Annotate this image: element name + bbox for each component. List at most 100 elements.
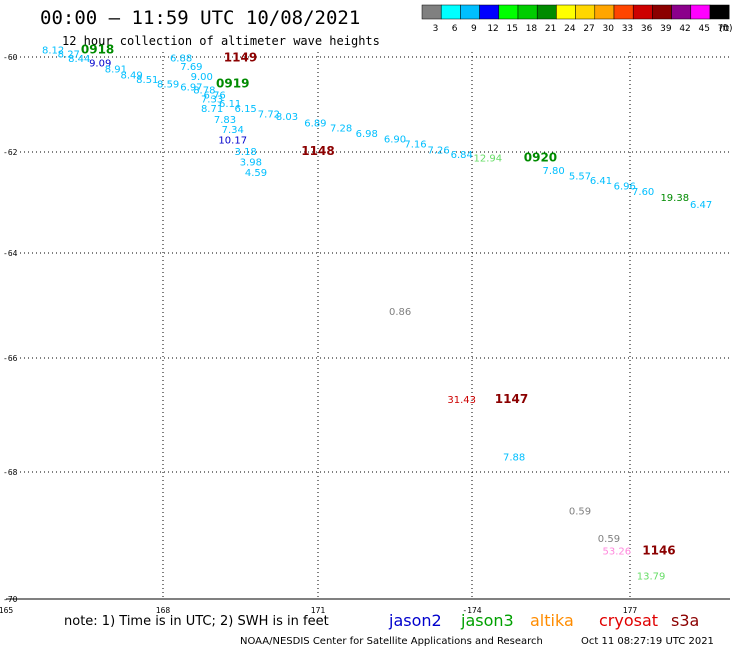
colorbar-label: 9 xyxy=(471,24,477,34)
colorbar-swatch xyxy=(575,4,596,20)
swh-value: 0.59 xyxy=(598,534,620,545)
swh-value: 8.03 xyxy=(276,112,298,123)
swh-value: 7.72 xyxy=(258,109,280,120)
pass-time-label: 0919 xyxy=(216,76,249,90)
data-points: 8.128.278.449.098.918.498.518.59 6.887.69… xyxy=(42,46,712,583)
colorbar-label: 42 xyxy=(679,24,690,34)
swh-value: 6.41 xyxy=(590,176,612,187)
colorbar-label: 15 xyxy=(507,24,518,34)
colorbar-swatch xyxy=(421,4,442,20)
colorbar-swatch xyxy=(690,4,711,20)
chart-title: 00:00 – 11:59 UTC 10/08/2021 xyxy=(40,7,360,29)
swh-value: 7.28 xyxy=(330,124,352,135)
swh-value: 10.17 xyxy=(218,135,247,146)
swh-value: 0.86 xyxy=(389,307,411,318)
colorbar-label: 21 xyxy=(545,24,556,34)
x-tick-label: 177 xyxy=(623,606,638,615)
x-tick-label: 165 xyxy=(0,606,13,615)
footer-note: note: 1) Time is in UTC; 2) SWH is in fe… xyxy=(64,614,329,629)
x-tick-labels: 165 168 171 -174 177 xyxy=(0,606,637,615)
y-tick-labels: -60 -62 -64 -66 -68 -70 xyxy=(3,53,18,604)
swh-value: 7.26 xyxy=(428,146,450,157)
swh-value: 19.38 xyxy=(660,193,689,204)
colorbar-label: 6 xyxy=(452,24,458,34)
swh-value: 7.33 xyxy=(201,95,223,106)
colorbar-swatch xyxy=(479,4,500,20)
colorbar-label: 33 xyxy=(622,24,633,34)
chart-subtitle: 12 hour collection of altimeter wave hei… xyxy=(62,34,380,48)
swh-value: 8.91 xyxy=(105,65,127,76)
swh-value: 3.18 xyxy=(235,147,257,158)
colorbar-swatch xyxy=(498,4,519,20)
swh-value: 6.96 xyxy=(614,181,636,192)
swh-value: 7.83 xyxy=(214,115,236,126)
colorbar-swatch xyxy=(632,4,653,20)
colorbar-label: 24 xyxy=(564,24,576,34)
swh-value: 8.78 xyxy=(193,86,215,97)
colorbar-label: 3 xyxy=(433,24,439,34)
colorbar-label: 12 xyxy=(487,24,498,34)
swh-value: 8.12 xyxy=(42,46,64,57)
colorbar-swatch xyxy=(536,4,557,20)
legend-jason3: jason3 xyxy=(460,611,514,630)
swh-value: 6.15 xyxy=(235,104,257,115)
swh-value: 8.44 xyxy=(68,54,90,65)
swh-value: 6.76 xyxy=(204,90,226,101)
y-tick-label: -68 xyxy=(3,468,18,477)
swh-value: 7.80 xyxy=(543,166,565,177)
y-tick-label: -66 xyxy=(3,354,18,363)
time-labels: 0918 1149 0919 1148 0920 1147 1146 xyxy=(81,43,676,558)
colorbar-label: 18 xyxy=(526,24,538,34)
swh-value: 5.57 xyxy=(569,171,591,182)
colorbar-label: 45 xyxy=(699,24,710,34)
y-tick-label: -60 xyxy=(3,53,18,62)
pass-time-label: 0918 xyxy=(81,43,114,57)
swh-value: 6.98 xyxy=(356,129,378,140)
y-tick-label: -70 xyxy=(3,595,18,604)
swh-value: 8.59 xyxy=(157,79,179,90)
colorbar-swatch xyxy=(594,4,615,20)
legend-cryosat: cryosat xyxy=(599,611,658,630)
colorbar-swatch xyxy=(517,4,538,20)
swh-value: 7.16 xyxy=(404,139,426,150)
colorbar-label: 27 xyxy=(583,24,594,34)
colorbar-swatch xyxy=(652,4,672,20)
x-tick-label: 171 xyxy=(311,606,326,615)
swh-value: 53.26 xyxy=(603,547,632,558)
swh-value: 6.47 xyxy=(690,200,712,211)
swh-value: 7.88 xyxy=(503,453,525,464)
swh-value: 8.51 xyxy=(136,75,158,86)
swh-value: 6.84 xyxy=(451,150,473,161)
x-tick-label: -174 xyxy=(462,606,481,615)
swh-value: 3.98 xyxy=(240,158,262,169)
swh-value: 9.00 xyxy=(191,72,213,83)
colorbar-swatch xyxy=(671,4,692,20)
x-tick-label: 168 xyxy=(156,606,171,615)
colorbar-unit: (ft) xyxy=(719,24,733,34)
swh-value: 6.88 xyxy=(170,53,192,64)
swh-value: 6.97 xyxy=(180,82,202,93)
pass-time-label: 0920 xyxy=(524,151,557,165)
plot-area: 165 168 171 -174 177 -60 -62 -64 -66 -68 -70 8.12… xyxy=(0,43,730,615)
pass-time-label: 1146 xyxy=(642,544,675,558)
colorbar-swatch xyxy=(556,4,576,20)
satellite-legend: jason2 jason3 altika cryosat s3a xyxy=(388,611,699,630)
colorbar-swatch xyxy=(709,4,730,20)
swh-value: 7.69 xyxy=(180,62,202,73)
colorbar-label: 36 xyxy=(641,24,653,34)
pass-time-label: 1148 xyxy=(301,144,334,158)
swh-value: 6.90 xyxy=(384,135,406,146)
swh-value: 12.94 xyxy=(473,154,502,165)
colorbar-swatch xyxy=(460,4,480,20)
swh-value: 31.43 xyxy=(447,395,476,406)
colorbar-label: 70 xyxy=(718,24,730,34)
colorbar-swatch xyxy=(440,4,461,20)
legend-altika: altika xyxy=(530,611,574,630)
colorbar: 3 6 9 12 15 18 21 24 27 30 33 36 39 42 45 70 xyxy=(421,4,730,34)
colorbar-label: 39 xyxy=(660,24,672,34)
y-tick-label: -62 xyxy=(3,148,18,157)
swh-value: 0.59 xyxy=(569,507,591,518)
y-tick-label: -64 xyxy=(3,249,18,258)
swh-value: 8.27 xyxy=(58,49,80,60)
colorbar-swatch xyxy=(613,4,634,20)
